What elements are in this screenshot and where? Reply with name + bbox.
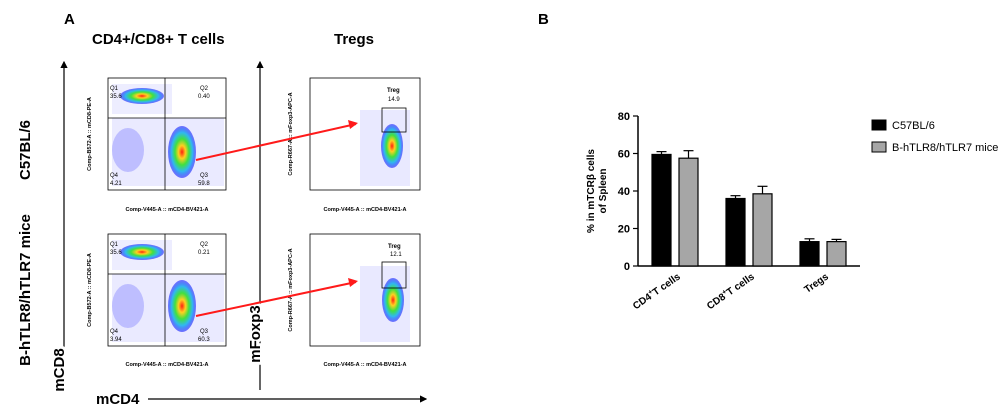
gate-arrow-top-head bbox=[348, 120, 358, 129]
q1-name: Q1 bbox=[110, 242, 119, 248]
y-tick-label: 20 bbox=[618, 224, 630, 236]
q3-name: Q3 bbox=[200, 329, 209, 335]
y-tick-label: 0 bbox=[624, 261, 630, 273]
gate-arrow-bottom-head bbox=[348, 278, 358, 287]
facs-ylabel: Comp-R667-A :: mFoxp3-APC-A bbox=[288, 248, 294, 331]
q2-value: 0.40 bbox=[198, 94, 210, 100]
bar bbox=[752, 193, 773, 267]
mcd4-axis-label: mCD4 bbox=[96, 391, 140, 408]
facs-scatter-cloud bbox=[112, 240, 224, 342]
bar bbox=[799, 241, 820, 267]
bar bbox=[826, 241, 847, 267]
facs-xlabel: Comp-V445-A :: mCD4-BV421-A bbox=[324, 362, 407, 368]
y-tick-label: 60 bbox=[618, 149, 630, 161]
q4-value: 4.21 bbox=[110, 181, 122, 187]
treg-gate bbox=[381, 107, 407, 133]
x-tick-label: Tregs bbox=[803, 271, 832, 296]
treg-gate-value: 12.1 bbox=[390, 252, 402, 258]
legend-label: B-hTLR8/hTLR7 mice bbox=[892, 142, 998, 154]
q1-value: 35.6 bbox=[110, 250, 122, 256]
mfoxp3-axis-label: mFoxp3 bbox=[247, 305, 264, 363]
q4-value: 3.94 bbox=[110, 337, 122, 343]
panel-b-label: B bbox=[538, 11, 549, 28]
bar bbox=[725, 197, 746, 267]
facs-xlabel: Comp-V445-A :: mCD4-BV421-A bbox=[324, 207, 407, 213]
q1-name: Q1 bbox=[110, 86, 119, 92]
col-title-tcells: CD4+/CD8+ T cells bbox=[92, 31, 225, 48]
q3-name: Q3 bbox=[200, 173, 209, 179]
gate-arrow-bottom bbox=[195, 281, 357, 317]
mcd8-axis-label: mCD8 bbox=[51, 348, 68, 391]
panel-a-label: A bbox=[64, 11, 75, 28]
col-title-tregs: Tregs bbox=[334, 31, 374, 48]
q2-name: Q2 bbox=[200, 86, 209, 92]
q4-name: Q4 bbox=[110, 173, 119, 179]
legend-label: C57BL/6 bbox=[892, 120, 935, 132]
y-tick-label: 40 bbox=[618, 186, 630, 198]
legend-swatch bbox=[871, 119, 887, 131]
facs-xlabel: Comp-V445-A :: mCD4-BV421-A bbox=[126, 207, 209, 213]
facs-scatter-cloud bbox=[360, 266, 410, 342]
legend-swatch bbox=[871, 141, 887, 153]
q2-value: 0.21 bbox=[198, 250, 210, 256]
treg-gate bbox=[381, 261, 407, 289]
q4-name: Q4 bbox=[110, 329, 119, 335]
bar bbox=[651, 153, 672, 267]
facs-ylabel: Comp-B572-A :: mCD8-PE-A bbox=[87, 97, 93, 171]
y-axis-label: % in mTCRβ cellsof Spleen bbox=[586, 149, 609, 233]
facs-xlabel: Comp-V445-A :: mCD4-BV421-A bbox=[126, 362, 209, 368]
facs-plot-cd4-cd8-c57: Q1 35.6 Q2 0.40 Q4 4.21 Q3 59.8 Comp-V44… bbox=[87, 77, 227, 213]
facs-plot-treg-htlr: Treg 12.1 Comp-V445-A :: mCD4-BV421-A Co… bbox=[288, 233, 421, 368]
facs-scatter-cloud bbox=[112, 84, 224, 186]
treg-gate-value: 14.9 bbox=[388, 97, 400, 103]
treg-gate-name: Treg bbox=[388, 244, 401, 250]
facs-plot-cd4-cd8-htlr: Q1 35.6 Q2 0.21 Q4 3.94 Q3 60.3 Comp-V44… bbox=[87, 233, 227, 368]
q1-value: 35.6 bbox=[110, 94, 122, 100]
facs-plot-treg-c57: Treg 14.9 Comp-V445-A :: mCD4-BV421-A Co… bbox=[288, 77, 421, 213]
x-tick-label: CD8+T cells bbox=[705, 270, 757, 312]
q3-value: 59.8 bbox=[198, 181, 210, 187]
gate-arrow-top bbox=[195, 123, 357, 161]
bar-chart: 0 20 40 60 80 % in mTCRβ cellsof Spleen CD4+T … bbox=[586, 111, 998, 312]
q2-name: Q2 bbox=[200, 242, 209, 248]
bar bbox=[678, 157, 699, 267]
x-tick-label: CD4+T cells bbox=[631, 270, 683, 312]
y-tick-label: 80 bbox=[618, 111, 630, 123]
q3-value: 60.3 bbox=[198, 337, 210, 343]
facs-ylabel: Comp-R667-A :: mFoxp3-APC-A bbox=[288, 92, 294, 175]
row-label-htlr: B-hTLR8/hTLR7 mice bbox=[17, 214, 34, 366]
facs-scatter-cloud bbox=[360, 110, 410, 186]
facs-ylabel: Comp-B572-A :: mCD8-PE-A bbox=[87, 253, 93, 327]
treg-gate-name: Treg bbox=[387, 88, 400, 94]
row-label-c57: C57BL/6 bbox=[17, 120, 34, 180]
